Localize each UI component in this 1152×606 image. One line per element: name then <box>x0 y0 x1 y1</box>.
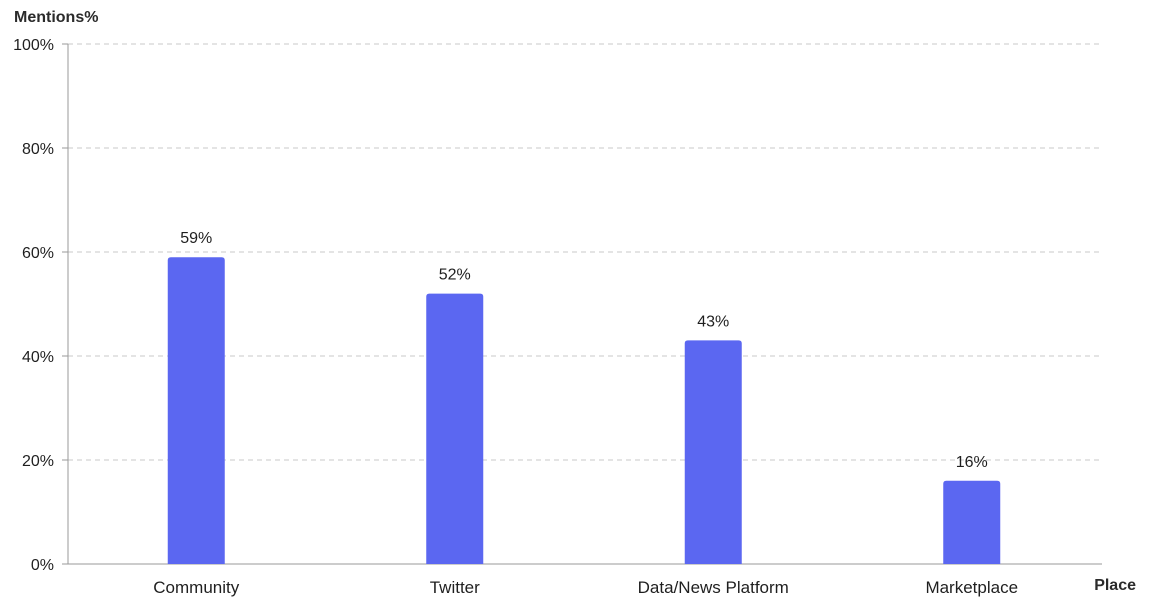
bar <box>943 480 1001 564</box>
y-tick-label: 40% <box>22 349 54 366</box>
x-axis-title: Place <box>1094 577 1136 594</box>
data-labels: 59% 52% 43% 16% <box>180 230 988 471</box>
y-tick-label: 20% <box>22 453 54 470</box>
x-tick-labels: Community Twitter Data/News Platform Market… <box>153 578 1018 597</box>
y-tick-label: 0% <box>31 557 54 574</box>
y-tick-label: 100% <box>13 37 54 54</box>
bars <box>167 257 1001 564</box>
x-tick-label: Data/News Platform <box>638 578 789 597</box>
data-label: 16% <box>956 454 988 471</box>
data-label: 59% <box>180 230 212 247</box>
data-label: 43% <box>697 313 729 330</box>
data-label: 52% <box>439 267 471 284</box>
x-tick-label: Twitter <box>430 578 480 597</box>
bar <box>684 340 742 564</box>
x-tick-label: Community <box>153 578 239 597</box>
bar <box>426 293 484 564</box>
bar <box>167 257 225 564</box>
y-axis-title: Mentions% <box>14 9 98 26</box>
x-tick-label: Marketplace <box>925 578 1018 597</box>
gridlines <box>68 43 1102 461</box>
y-tick-labels: 0% 20% 40% 60% 80% 100% <box>13 37 68 574</box>
y-tick-label: 60% <box>22 245 54 262</box>
y-tick-label: 80% <box>22 141 54 158</box>
